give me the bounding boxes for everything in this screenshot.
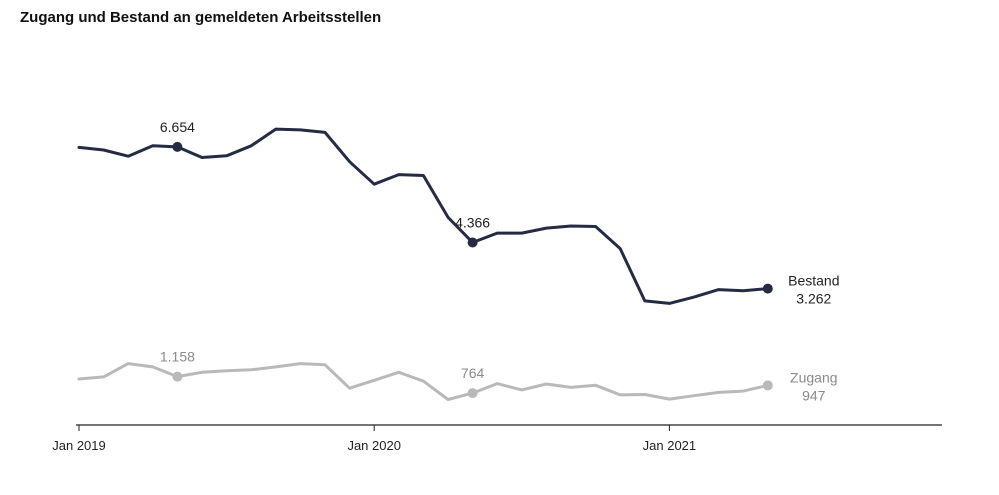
data-point-marker — [467, 388, 478, 399]
data-label: 947 — [802, 387, 826, 403]
series-line-zugang — [77, 362, 770, 401]
data-label: 1.158 — [160, 349, 195, 365]
data-label: 6.654 — [160, 119, 195, 135]
data-label: 3.262 — [796, 291, 831, 307]
series-line-bestand — [77, 127, 770, 305]
x-tick-label: Jan 2021 — [643, 438, 697, 453]
series-name-label: Bestand — [788, 273, 839, 289]
data-point-marker — [172, 371, 183, 382]
x-tick-label: Jan 2019 — [52, 438, 106, 453]
x-tick-label: Jan 2020 — [347, 438, 401, 453]
series-name-label: Zugang — [790, 369, 837, 385]
data-label: 4.366 — [455, 215, 490, 231]
data-point-marker — [172, 141, 183, 152]
chart-title: Zugang und Bestand an gemeldeten Arbeits… — [20, 9, 382, 26]
data-point-marker — [467, 237, 478, 248]
data-point-marker — [762, 283, 773, 294]
data-point-marker — [762, 380, 773, 391]
data-label: 764 — [461, 365, 485, 381]
